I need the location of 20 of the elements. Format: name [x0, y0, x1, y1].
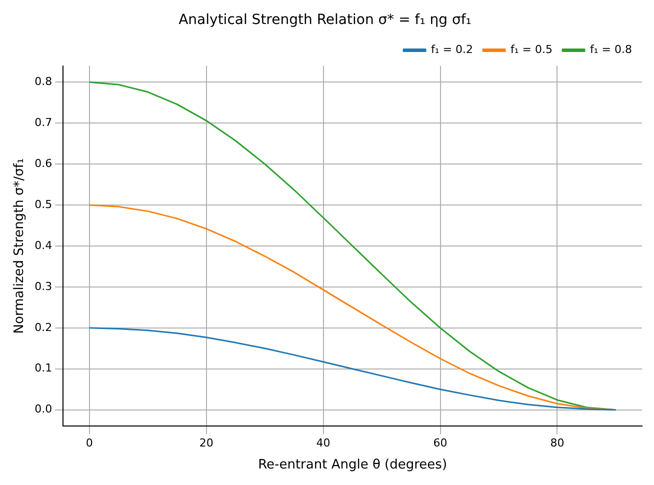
y-tick-label: 0.5: [34, 198, 52, 211]
chart-title: Analytical Strength Relation σ* = f₁ ηg σf₁: [178, 12, 472, 28]
y-tick-label: 0.0: [34, 402, 52, 416]
x-tick-label: 60: [433, 436, 448, 450]
y-tick-label: 0.3: [34, 280, 52, 293]
legend-label: f₁ = 0.2: [431, 43, 474, 56]
y-tick-label: 0.4: [34, 238, 52, 252]
x-tick-label: 20: [199, 436, 214, 450]
y-tick-label: 0.2: [34, 320, 52, 334]
legend-label: f₁ = 0.5: [510, 43, 553, 56]
y-axis-title: Normalized Strength σ*/σf₁: [12, 158, 28, 334]
legend-label: f₁ = 0.8: [590, 43, 632, 56]
x-tick-label: 0: [86, 436, 93, 450]
y-tick-label: 0.6: [34, 156, 52, 170]
y-tick-label: 0.8: [34, 75, 52, 88]
x-tick-label: 40: [316, 436, 330, 450]
y-tick-label: 0.1: [34, 362, 52, 375]
x-tick-label: 80: [550, 436, 564, 450]
x-axis-title: Re-entrant Angle θ (degrees): [258, 458, 448, 473]
y-tick-label: 0.7: [34, 116, 52, 129]
